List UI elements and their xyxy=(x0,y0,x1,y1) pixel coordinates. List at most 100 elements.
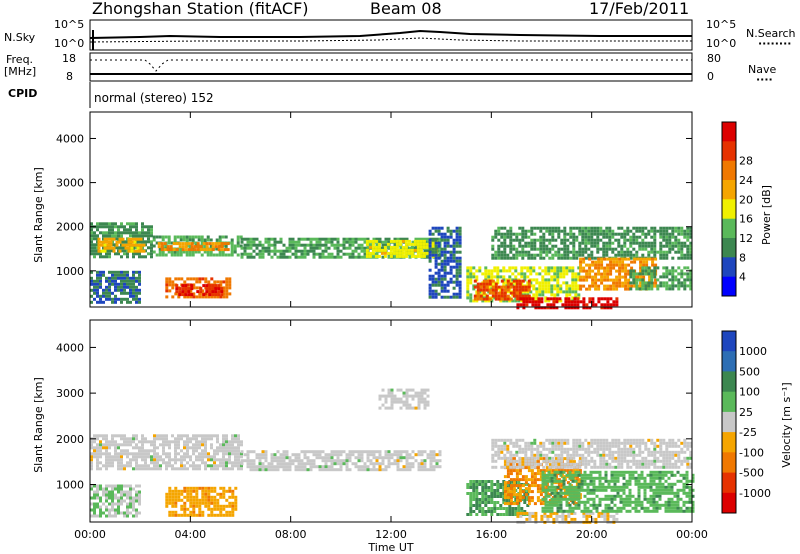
echo-cell xyxy=(446,241,450,245)
echo-cell xyxy=(475,501,479,504)
echo-cell xyxy=(216,507,220,511)
echo-cell xyxy=(446,238,450,242)
echo-cell xyxy=(333,246,337,250)
echo-cell xyxy=(186,489,190,493)
echo-cell xyxy=(222,455,225,459)
echo-cell xyxy=(225,443,228,447)
echo-cell xyxy=(428,274,432,278)
echo-cell xyxy=(550,476,554,480)
echo-cell xyxy=(324,240,328,244)
echo-cell xyxy=(631,473,635,477)
echo-cell xyxy=(230,247,234,251)
echo-cell xyxy=(585,275,589,279)
echo-cell xyxy=(105,461,108,465)
echo-cell xyxy=(306,249,310,253)
echo-cell xyxy=(601,497,605,501)
echo-cell xyxy=(383,248,387,252)
echo-cell xyxy=(556,272,560,276)
echo-cell xyxy=(655,503,659,507)
echo-cell xyxy=(171,440,174,444)
echo-cell xyxy=(531,511,535,515)
echo-cell xyxy=(481,513,485,516)
echo-cell xyxy=(565,287,569,291)
echo-cell xyxy=(593,229,597,233)
echo-cell xyxy=(114,434,117,438)
echo-cell xyxy=(108,297,111,301)
echo-cell xyxy=(629,253,633,257)
echo-cell xyxy=(336,240,340,244)
echo-cell xyxy=(408,468,412,472)
echo-cell xyxy=(138,449,141,453)
echo-cell xyxy=(443,247,447,251)
echo-cell xyxy=(493,483,497,486)
echo-cell xyxy=(419,242,423,246)
echo-cell xyxy=(207,464,210,468)
echo-cell xyxy=(577,272,581,276)
echo-cell xyxy=(126,440,129,444)
echo-cell xyxy=(520,269,524,273)
echo-cell xyxy=(473,297,477,301)
echo-cell xyxy=(593,241,597,245)
echo-cell xyxy=(171,504,175,508)
echo-cell xyxy=(333,462,337,466)
echo-cell xyxy=(150,440,153,444)
echo-cell xyxy=(198,501,202,505)
echo-cell xyxy=(539,235,543,239)
echo-cell xyxy=(551,496,555,500)
echo-cell xyxy=(99,446,102,450)
echo-cell xyxy=(174,277,178,281)
echo-cell xyxy=(163,242,167,246)
echo-cell xyxy=(204,464,207,468)
echo-cell xyxy=(665,256,669,260)
echo-cell xyxy=(571,287,575,291)
echo-cell xyxy=(547,473,551,477)
echo-cell xyxy=(431,274,435,278)
echo-cell xyxy=(551,229,555,233)
echo-cell xyxy=(556,293,560,297)
echo-cell xyxy=(309,240,313,244)
echo-cell xyxy=(609,269,613,273)
echo-cell xyxy=(547,278,551,282)
echo-cell xyxy=(383,245,387,249)
echo-cell xyxy=(431,247,435,251)
echo-cell xyxy=(619,473,623,477)
echo-cell xyxy=(201,461,204,465)
echo-cell xyxy=(649,473,653,477)
echo-cell xyxy=(571,290,575,294)
echo-cell xyxy=(197,235,201,239)
echo-cell xyxy=(279,459,283,463)
echo-cell xyxy=(503,475,507,479)
echo-cell xyxy=(351,243,355,247)
echo-cell xyxy=(472,498,476,501)
echo-cell xyxy=(683,235,687,239)
echo-cell xyxy=(368,254,372,258)
echo-cell xyxy=(237,440,240,444)
echo-cell xyxy=(620,244,624,248)
echo-region xyxy=(466,480,530,516)
echo-cell xyxy=(523,501,527,504)
echo-cell xyxy=(303,237,307,241)
echo-cell xyxy=(252,468,256,472)
echo-cell xyxy=(111,440,114,444)
echo-cell xyxy=(102,446,105,450)
echo-cell xyxy=(585,287,589,291)
echo-cell xyxy=(186,283,190,287)
echo-cell xyxy=(209,253,213,257)
echo-cell xyxy=(519,514,523,518)
echo-cell xyxy=(99,222,102,226)
echo-cell xyxy=(171,467,174,471)
echo-cell xyxy=(192,489,196,493)
echo-cell xyxy=(563,244,567,248)
echo-cell xyxy=(588,287,592,291)
echo-cell xyxy=(102,464,105,468)
echo-cell xyxy=(437,229,441,233)
echo-cell xyxy=(570,303,574,307)
echo-cell xyxy=(632,281,636,285)
echo-cell xyxy=(508,275,512,279)
echo-cell xyxy=(606,297,610,301)
echo-cell xyxy=(534,511,538,515)
echo-cell xyxy=(647,229,651,233)
echo-cell xyxy=(120,222,123,226)
echo-cell xyxy=(437,253,441,257)
echo-cell xyxy=(574,287,578,291)
